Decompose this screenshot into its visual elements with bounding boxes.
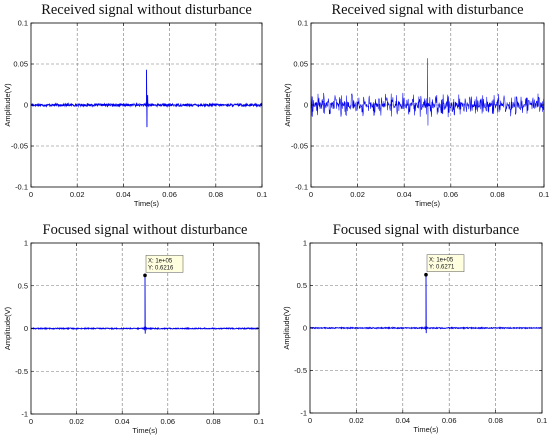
x-tick-label: 0.1 <box>254 417 264 426</box>
signal-series-line <box>30 275 260 334</box>
y-tick-label: 0.05 <box>13 60 28 69</box>
y-axis-label: Amplitude(V) <box>283 83 292 127</box>
chart-title: Received signal without disturbance <box>41 2 252 18</box>
chart-svg: Focused signal with disturbance 0 0.02 0.04… <box>282 222 547 434</box>
x-tick-label: 0 <box>29 190 33 199</box>
x-axis-label: Time(s) <box>134 199 160 208</box>
datatip-marker <box>424 272 428 277</box>
x-tick-label: 0.06 <box>443 190 458 199</box>
datatip-y-text: Y: 0.6216 <box>148 265 174 271</box>
chart-title: Focused signal with disturbance <box>333 222 519 238</box>
y-tick-label: 0 <box>304 101 308 110</box>
y-tick-label: 0.1 <box>18 19 28 28</box>
y-axis-label: Amplitude(V) <box>3 306 12 350</box>
y-tick-label: 1 <box>24 239 28 248</box>
y-tick-label: -0.1 <box>295 183 308 192</box>
y-tick-label: 0.1 <box>298 19 308 28</box>
y-tick-label: 0 <box>24 101 28 110</box>
x-axis-label: Time(s) <box>413 425 439 434</box>
x-tick-label: 0.1 <box>257 190 267 199</box>
datatip-x-text: X: 1e+05 <box>429 258 454 264</box>
y-axis-label: Amplitude(V) <box>282 306 291 350</box>
y-tick-label: -0.5 <box>15 367 28 376</box>
x-tick-label: 0 <box>309 190 313 199</box>
chart-svg: Received signal without disturbance 0 0.02… <box>3 2 267 208</box>
x-tick-label: 0.1 <box>537 416 547 425</box>
datatip-box <box>426 254 465 272</box>
y-tick-label: 1 <box>303 239 307 248</box>
y-tick-label: 0 <box>303 324 307 333</box>
x-tick-label: 0 <box>308 416 312 425</box>
x-tick-label: 0 <box>29 417 33 426</box>
chart-focused-with-disturbance: Focused signal with disturbance 0 0.02 0.04… <box>275 215 550 440</box>
x-tick-label: 0.08 <box>208 190 223 199</box>
y-axis-label: Amplitude(V) <box>3 83 12 127</box>
x-tick-label: 0.08 <box>488 416 503 425</box>
datatip-y-text: Y: 0.6271 <box>429 265 455 271</box>
chart-received-without-disturbance: Received signal without disturbance 0 0.02… <box>0 0 275 215</box>
x-tick-label: 0.06 <box>442 416 457 425</box>
x-tick-label: 0.02 <box>70 190 85 199</box>
y-tick-label: -0.05 <box>291 142 308 151</box>
y-tick-label: -1 <box>21 410 28 419</box>
x-tick-label: 0.02 <box>349 416 364 425</box>
datatip: X: 1e+05Y: 0.6271 <box>426 254 465 272</box>
y-tick-label: -0.5 <box>294 366 307 375</box>
y-tick-label: 0.5 <box>297 281 307 290</box>
datatip-box <box>145 255 184 273</box>
y-tick-label: 0.05 <box>293 60 308 69</box>
x-tick-label: 0.04 <box>397 190 412 199</box>
signal-series-line <box>310 58 545 126</box>
x-tick-label: 0.06 <box>162 190 177 199</box>
x-tick-label: 0.04 <box>115 417 130 426</box>
datatip-marker <box>143 273 147 278</box>
x-tick-label: 0.08 <box>490 190 505 199</box>
x-tick-label: 0.06 <box>160 417 175 426</box>
y-tick-label: -0.1 <box>15 183 28 192</box>
chart-title: Received signal with disturbance <box>331 2 523 18</box>
chart-title: Focused signal without disturbance <box>43 222 248 238</box>
x-axis-label: Time(s) <box>132 426 158 435</box>
x-axis-label: Time(s) <box>415 199 441 208</box>
y-tick-label: -0.05 <box>11 142 28 151</box>
x-tick-label: 0.02 <box>69 417 84 426</box>
chart-focused-without-disturbance: Focused signal without disturbance 0 0.02 0… <box>0 215 275 440</box>
x-tick-label: 0.08 <box>206 417 221 426</box>
datatip-x-text: X: 1e+05 <box>148 258 173 264</box>
chart-svg: Focused signal without disturbance 0 0.02 0… <box>3 222 264 435</box>
chart-svg: Received signal with disturbance 0 0.02 0.0… <box>283 2 549 208</box>
x-tick-label: 0.1 <box>539 190 549 199</box>
y-tick-label: 0.5 <box>18 281 28 290</box>
y-tick-label: -1 <box>300 409 307 418</box>
chart-received-with-disturbance: Received signal with disturbance 0 0.02 0.0… <box>275 0 550 215</box>
datatip: X: 1e+05Y: 0.6216 <box>145 255 184 273</box>
x-tick-label: 0.04 <box>395 416 410 425</box>
y-tick-label: 0 <box>24 324 28 333</box>
x-tick-label: 0.02 <box>350 190 365 199</box>
signal-series-line <box>309 274 543 334</box>
x-tick-label: 0.04 <box>116 190 131 199</box>
